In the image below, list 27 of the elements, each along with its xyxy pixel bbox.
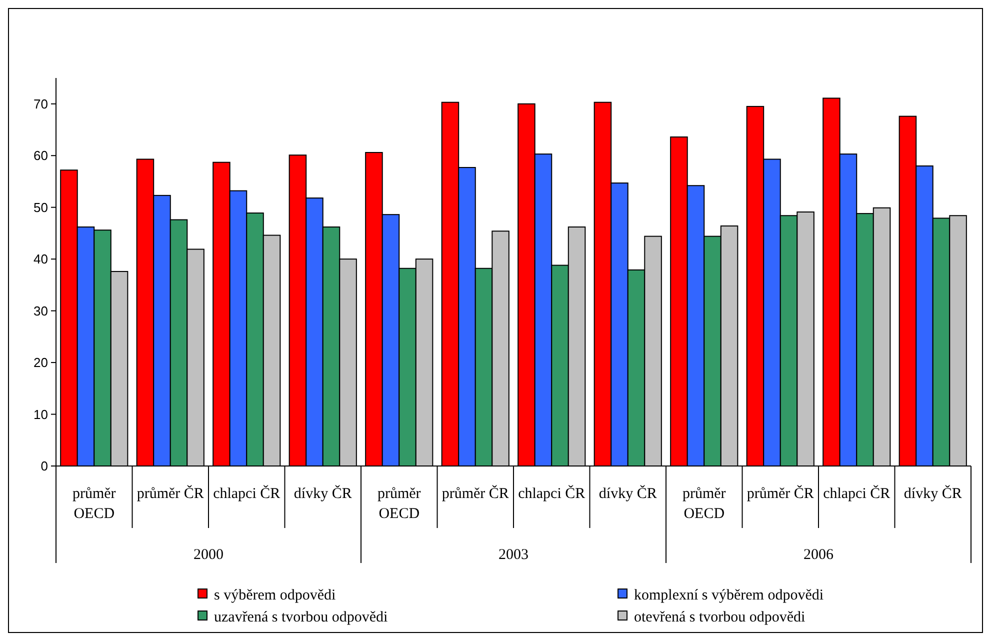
x-tick-label: průměr OECD [377, 486, 421, 522]
y-tick-label: 0 [40, 458, 48, 474]
x-tick-label: průměr ČR [746, 485, 814, 502]
y-tick-label: 40 [34, 252, 48, 267]
x-tick-label: dívky ČR [598, 485, 657, 502]
legend-label: s výběrem odpovědi [214, 587, 336, 604]
y-tick-label: 30 [34, 303, 48, 318]
y-tick-label: 70 [34, 96, 48, 112]
x-tick-label: chlapci ČR [213, 485, 280, 502]
text: 2006 [804, 547, 834, 563]
x-tick-label: dívky ČR [294, 485, 352, 502]
x-tick-label: průměr ČR [136, 485, 204, 502]
y-tick-label: 10 [34, 406, 48, 422]
text: 2000 [194, 547, 224, 563]
legend-label: komplexní s výběrem odpovědi [634, 587, 824, 604]
text: 2003 [498, 547, 528, 563]
x-tick-label: chlapci ČR [518, 485, 586, 502]
y-tick-label: 60 [34, 148, 48, 164]
y-tick-label: 20 [34, 355, 48, 370]
x-tick-label: průměr ČR [442, 485, 509, 502]
x-tick-label: průměr OECD [682, 486, 726, 522]
x-tick-label: průměr OECD [72, 486, 116, 522]
y-tick-label: 50 [34, 200, 48, 215]
legend-label: uzavřená s tvorbou odpovědi [214, 609, 388, 626]
legend-label: otevřená s tvorbou odpovědi [634, 609, 806, 626]
x-tick-label: chlapci ČR [823, 485, 890, 502]
x-tick-label: dívky ČR [904, 485, 962, 502]
